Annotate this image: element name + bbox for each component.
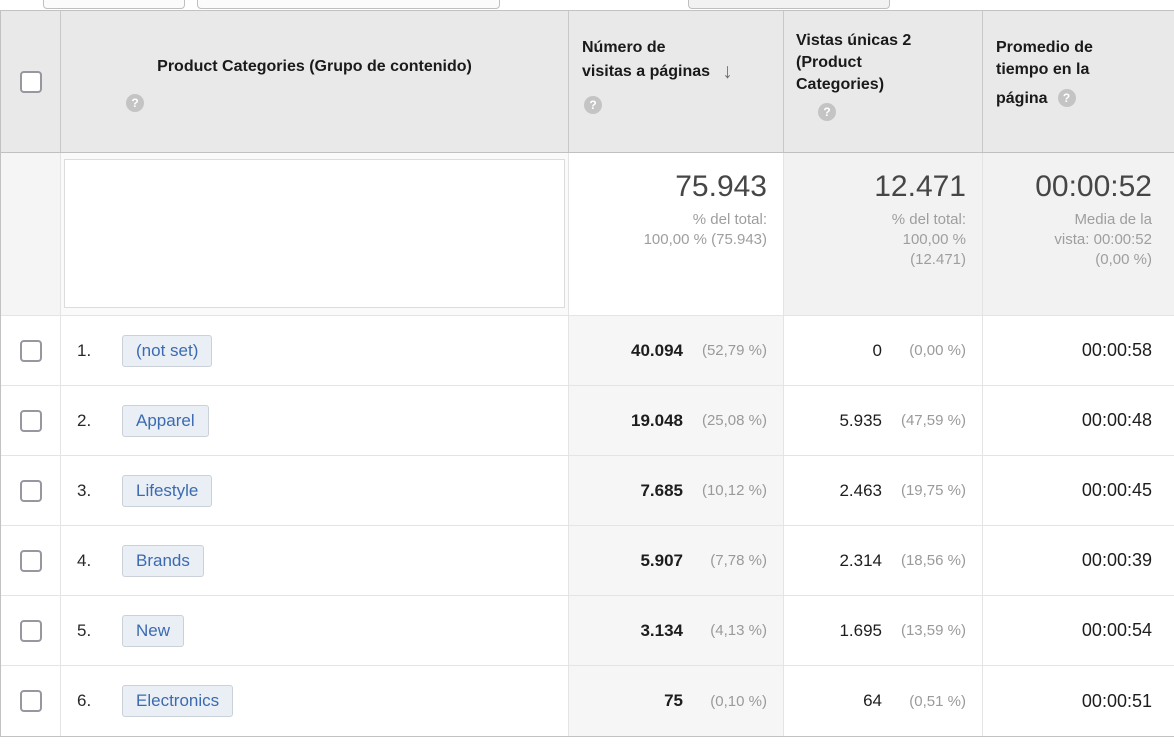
- sort-desc-icon: ↓: [722, 60, 733, 83]
- pageviews-percent: (4,13 %): [710, 622, 767, 639]
- row-checkbox[interactable]: [19, 690, 42, 712]
- summary-value: 12.471: [874, 170, 966, 203]
- summary-checkbox-cell: [1, 153, 61, 315]
- row-checkbox[interactable]: [19, 619, 42, 642]
- avg-time-value: 00:00:45: [1081, 480, 1152, 500]
- unique-pageviews-percent: (18,56 %): [900, 552, 966, 569]
- pageviews-value: 5.907: [640, 550, 683, 570]
- row-checkbox[interactable]: [19, 339, 42, 362]
- avg-time-value: 00:00:54: [1081, 620, 1152, 640]
- column-header-label: Product Categories (Grupo de contenido): [157, 58, 472, 75]
- unique-pageviews-value: 1.695: [839, 620, 882, 640]
- summary-value: 00:00:52: [1035, 170, 1152, 203]
- pageviews-value: 75: [664, 691, 683, 710]
- row-checkbox[interactable]: [19, 409, 42, 432]
- pageviews-percent: (10,12 %): [701, 482, 767, 499]
- summary-pageviews: 75.943 % del total: 100,00 % (75.943): [569, 153, 784, 315]
- category-chip[interactable]: (not set): [122, 334, 213, 367]
- row-checkbox[interactable]: [19, 549, 42, 572]
- cropped-toolbar-control-left[interactable]: [43, 0, 185, 9]
- row-index: 3.: [77, 480, 92, 500]
- unique-pageviews-value: 2.463: [839, 480, 882, 500]
- summary-dimension-cell: [61, 153, 569, 315]
- table-row: 6. Electronics 75 (0,10 %) 64 (0,51 %) 0…: [1, 666, 1174, 736]
- pageviews-value: 3.134: [640, 620, 683, 640]
- unique-pageviews-percent: (0,00 %): [909, 342, 966, 359]
- summary-avg-time: 00:00:52 Media de la vista: 00:00:52 (0,…: [983, 153, 1174, 315]
- row-index: 1.: [77, 340, 92, 360]
- unique-pageviews-value: 5.935: [839, 410, 882, 430]
- column-header-label: Promedio de: [996, 39, 1093, 56]
- column-header-label: Categories): [796, 76, 885, 93]
- table-row: 3. Lifestyle 7.685 (10,12 %) 2.463 (19,7…: [1, 456, 1174, 526]
- table-row: 1. (not set) 40.094 (52,79 %) 0 (0,00 %)…: [1, 316, 1174, 386]
- row-index: 2.: [77, 410, 92, 430]
- column-header-label: tiempo en la: [996, 61, 1090, 78]
- select-all-checkbox[interactable]: [19, 70, 42, 93]
- row-index: 5.: [77, 620, 92, 640]
- column-header-pageviews[interactable]: Número de visitas a páginas ↓ ?: [569, 11, 784, 152]
- category-chip[interactable]: Apparel: [122, 404, 209, 437]
- unique-pageviews-value: 64: [863, 691, 882, 710]
- unique-pageviews-percent: (47,59 %): [900, 412, 966, 429]
- unique-pageviews-value: 2.314: [839, 550, 882, 570]
- cropped-toolbar-control-right[interactable]: [688, 0, 890, 9]
- table-row: 4. Brands 5.907 (7,78 %) 2.314 (18,56 %)…: [1, 526, 1174, 596]
- pageviews-value: 7.685: [640, 480, 683, 500]
- row-checkbox[interactable]: [19, 479, 42, 502]
- unique-pageviews-value: 0: [872, 340, 882, 360]
- summary-row: 75.943 % del total: 100,00 % (75.943) 12…: [1, 153, 1174, 316]
- unique-pageviews-percent: (13,59 %): [900, 622, 966, 639]
- category-chip[interactable]: Electronics: [122, 685, 234, 717]
- pageviews-percent: (25,08 %): [701, 412, 767, 429]
- avg-time-value: 00:00:48: [1081, 410, 1152, 430]
- avg-time-value: 00:00:58: [1081, 340, 1152, 360]
- column-header-avg-time[interactable]: Promedio de tiempo en la página?: [983, 11, 1174, 152]
- category-chip[interactable]: Brands: [122, 544, 204, 577]
- column-header-label: Vistas únicas 2: [796, 32, 912, 49]
- table-row: 2. Apparel 19.048 (25,08 %) 5.935 (47,59…: [1, 386, 1174, 456]
- help-icon[interactable]: ?: [126, 94, 144, 112]
- column-header-product-categories[interactable]: Product Categories (Grupo de contenido) …: [61, 11, 569, 152]
- select-all-cell: [1, 11, 61, 152]
- column-header-label: página: [996, 90, 1048, 107]
- data-table: Product Categories (Grupo de contenido) …: [0, 10, 1174, 737]
- pageviews-percent: (0,10 %): [710, 692, 767, 710]
- help-icon[interactable]: ?: [818, 103, 836, 121]
- avg-time-value: 00:00:51: [1081, 690, 1152, 711]
- column-header-label: Número de: [582, 39, 666, 56]
- category-chip[interactable]: New: [122, 614, 185, 647]
- summary-value: 75.943: [675, 170, 767, 203]
- avg-time-value: 00:00:39: [1081, 550, 1152, 570]
- category-chip[interactable]: Lifestyle: [122, 474, 213, 507]
- pageviews-value: 19.048: [631, 410, 683, 430]
- pageviews-percent: (7,78 %): [710, 552, 767, 569]
- row-index: 4.: [77, 550, 92, 570]
- column-header-unique-pageviews[interactable]: Vistas únicas 2 (Product Categories) ?: [784, 11, 983, 152]
- help-icon[interactable]: ?: [584, 96, 602, 114]
- unique-pageviews-percent: (0,51 %): [909, 692, 966, 710]
- column-header-label: visitas a páginas: [582, 63, 711, 80]
- unique-pageviews-percent: (19,75 %): [900, 482, 966, 499]
- summary-inset-box: [64, 159, 565, 308]
- row-index: 6.: [77, 691, 92, 710]
- column-header-label: (Product: [796, 54, 862, 71]
- pageviews-percent: (52,79 %): [701, 342, 767, 359]
- pageviews-value: 40.094: [631, 340, 683, 360]
- table-row: 5. New 3.134 (4,13 %) 1.695 (13,59 %) 00…: [1, 596, 1174, 666]
- cropped-toolbar-control-middle[interactable]: [197, 0, 500, 9]
- table-header-row: Product Categories (Grupo de contenido) …: [1, 11, 1174, 153]
- help-icon[interactable]: ?: [1057, 89, 1076, 107]
- summary-unique-pageviews: 12.471 % del total: 100,00 % (12.471): [784, 153, 983, 315]
